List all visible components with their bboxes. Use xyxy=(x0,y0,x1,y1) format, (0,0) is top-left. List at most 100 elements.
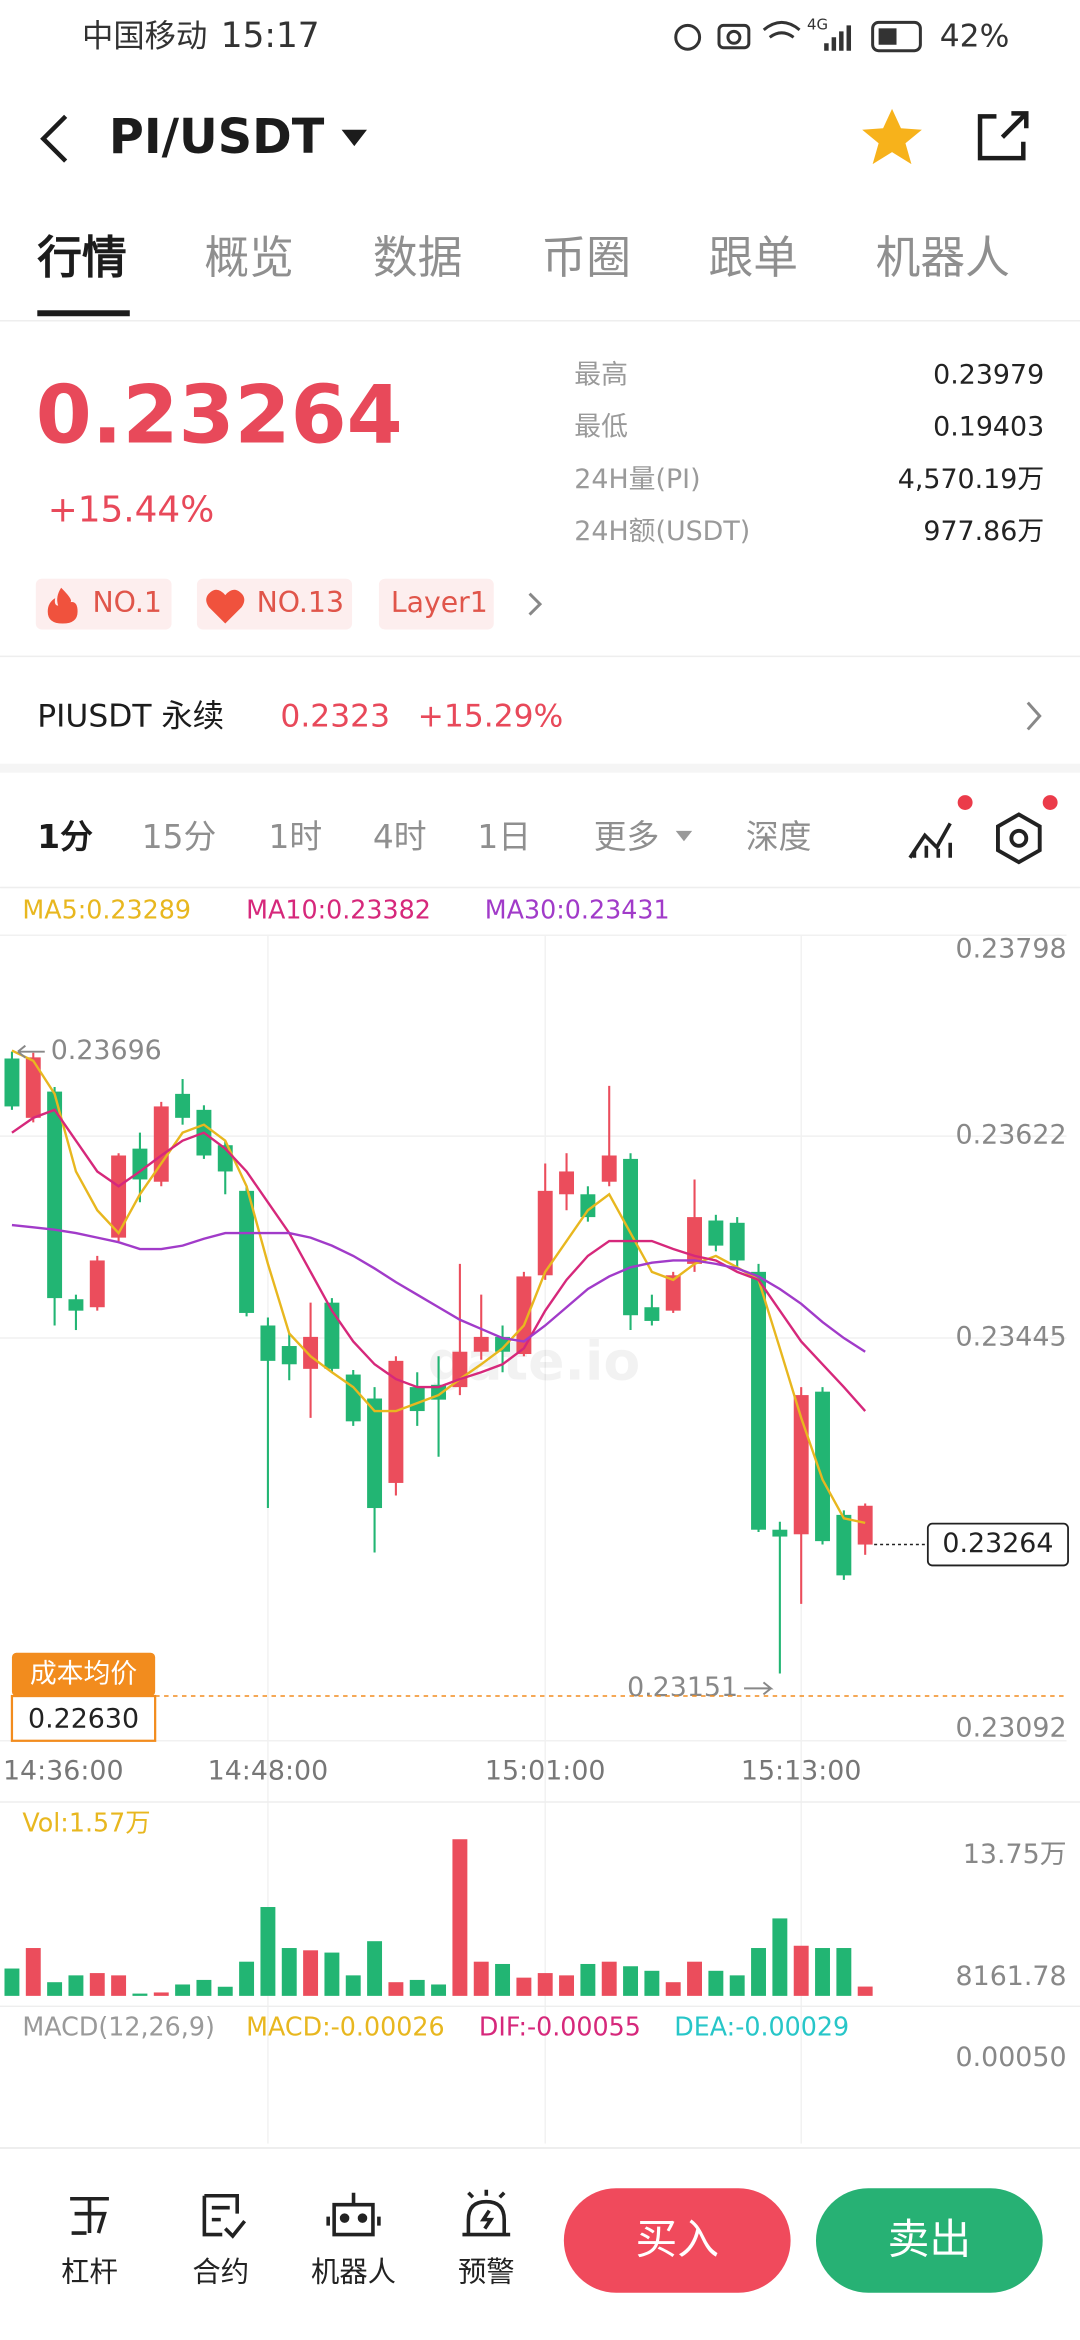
legend-entry: MA5:0.23289 xyxy=(22,894,191,924)
cost-title: 成本均价 xyxy=(30,1659,138,1690)
x-tick-label: 14:48:00 xyxy=(208,1756,329,1787)
tab-indicator xyxy=(37,310,130,317)
volume: Vol:1.57万 13.75万 8161.78 xyxy=(4,1807,1067,1996)
candle-body xyxy=(367,1398,383,1509)
interval[interactable]: 1日 xyxy=(477,818,531,856)
candle-body xyxy=(89,1260,105,1308)
nav-label[interactable]: 合约 xyxy=(192,2255,249,2288)
bottom-nav: 杠杆 合约 机器人 预警 xyxy=(61,2255,514,2288)
tabs: 行情 概览 数据 币圈 跟单 机器人 xyxy=(37,231,1010,284)
volume-bar xyxy=(687,1961,702,1996)
candle-body xyxy=(4,1058,20,1107)
nav-label[interactable]: 预警 xyxy=(458,2255,515,2288)
sell-label[interactable]: 卖出 xyxy=(888,2214,972,2263)
x-tick-label: 15:13:00 xyxy=(741,1756,862,1787)
robot-eye xyxy=(357,2213,368,2223)
volume-bar xyxy=(25,1948,41,1996)
share-button[interactable] xyxy=(977,111,1029,161)
interval[interactable]: 15分 xyxy=(142,818,217,856)
stat-value: 0.19403 xyxy=(933,412,1044,443)
tab[interactable]: 跟单 xyxy=(709,231,799,284)
clock: 15:17 xyxy=(221,16,320,56)
robot-icon xyxy=(326,2192,381,2237)
volume-bar xyxy=(537,1973,553,1996)
y-tick-label: 0.23622 xyxy=(956,1120,1067,1151)
tag: NO.13 xyxy=(257,586,344,619)
volume-bar xyxy=(4,1968,20,1996)
candle-body xyxy=(665,1275,681,1311)
contract-icon xyxy=(202,2193,247,2239)
interval[interactable]: 更多 xyxy=(594,818,660,856)
volume-bar xyxy=(815,1948,830,1996)
settings-button[interactable] xyxy=(996,812,1042,865)
badge-dot xyxy=(1042,795,1058,810)
tag-bg[interactable] xyxy=(378,578,494,630)
legend: MA5:0.23289 MA10:0.23382 MA30:0.23431 xyxy=(22,894,669,924)
tag: NO.1 xyxy=(92,586,161,619)
candle-body xyxy=(559,1171,575,1195)
macd-legend: MACD(12,26,9) xyxy=(22,2012,214,2042)
interval[interactable]: 4时 xyxy=(373,818,427,856)
nav-label[interactable]: 杠杆 xyxy=(61,2255,118,2288)
nav-label[interactable]: 机器人 xyxy=(311,2255,396,2288)
y-tick-label: 0.23445 xyxy=(956,1322,1067,1353)
tab[interactable]: 概览 xyxy=(204,231,293,284)
sell-button[interactable] xyxy=(815,2188,1043,2293)
candle-body xyxy=(388,1360,404,1483)
tab[interactable]: 机器人 xyxy=(876,231,1010,284)
y-tick-label: 0.23798 xyxy=(956,934,1067,965)
indicator-button[interactable] xyxy=(908,822,953,859)
interval[interactable]: 1时 xyxy=(269,818,323,856)
buy-button[interactable] xyxy=(563,2188,791,2293)
candle-body xyxy=(537,1190,553,1276)
interval[interactable]: 深度 xyxy=(746,818,812,856)
interval[interactable]: 1分 xyxy=(37,818,93,856)
candle-body xyxy=(857,1505,873,1545)
volume-bar xyxy=(132,1993,148,1996)
last-price-box xyxy=(926,1522,1069,1567)
candle-body xyxy=(772,1529,788,1537)
more-dropdown[interactable] xyxy=(675,830,693,842)
candle-body xyxy=(687,1217,702,1264)
candle-body xyxy=(111,1155,127,1238)
nav-icons xyxy=(70,2189,511,2239)
volume-bar xyxy=(580,1963,596,1996)
volume-bar xyxy=(431,1984,447,1996)
tags-more[interactable] xyxy=(528,592,543,616)
max-label: 0.23696 xyxy=(51,1035,162,1066)
tab[interactable]: 数据 xyxy=(373,231,463,284)
candle-body xyxy=(409,1387,425,1412)
tab[interactable]: 币圈 xyxy=(541,231,631,284)
back-button[interactable] xyxy=(40,114,68,163)
moving-averages xyxy=(11,1049,867,1525)
perpetual-more[interactable] xyxy=(1026,701,1042,731)
max-arrow xyxy=(17,1044,45,1059)
tab[interactable]: 行情 xyxy=(37,231,127,284)
pair-title[interactable]: PI/USDT xyxy=(109,110,325,165)
cost-value-bg xyxy=(10,1694,157,1742)
price-change: +15.44% xyxy=(48,490,215,531)
flame-icon xyxy=(47,587,78,624)
candle-body xyxy=(345,1374,361,1422)
annotations: 0.23696 0.23151 0.23264 成本均价 0.22630 xyxy=(10,1035,1069,1742)
volume-bar xyxy=(388,1982,404,1996)
volume-bar xyxy=(260,1907,276,1996)
favorite-star[interactable] xyxy=(862,108,922,165)
volume-bar xyxy=(196,1979,212,1996)
volume-bar xyxy=(175,1984,191,1996)
volume-bar xyxy=(409,1979,425,1996)
candle-body xyxy=(25,1057,41,1118)
status-icons xyxy=(674,20,922,53)
pair-dropdown[interactable] xyxy=(341,129,367,147)
network-type: 4G xyxy=(807,15,828,33)
tag: Layer1 xyxy=(391,586,488,619)
battery-level: 42% xyxy=(940,18,1010,54)
buy-label[interactable]: 买入 xyxy=(635,2214,719,2263)
legend-entry: MA30:0.23431 xyxy=(485,894,670,924)
macd-legend: DEA:-0.00029 xyxy=(674,2012,849,2042)
perpetual-name[interactable]: PIUSDT 永续 xyxy=(37,698,224,734)
volume-bar xyxy=(281,1948,297,1996)
stat-value: 0.23979 xyxy=(933,359,1044,390)
ma-line xyxy=(11,1223,866,1353)
